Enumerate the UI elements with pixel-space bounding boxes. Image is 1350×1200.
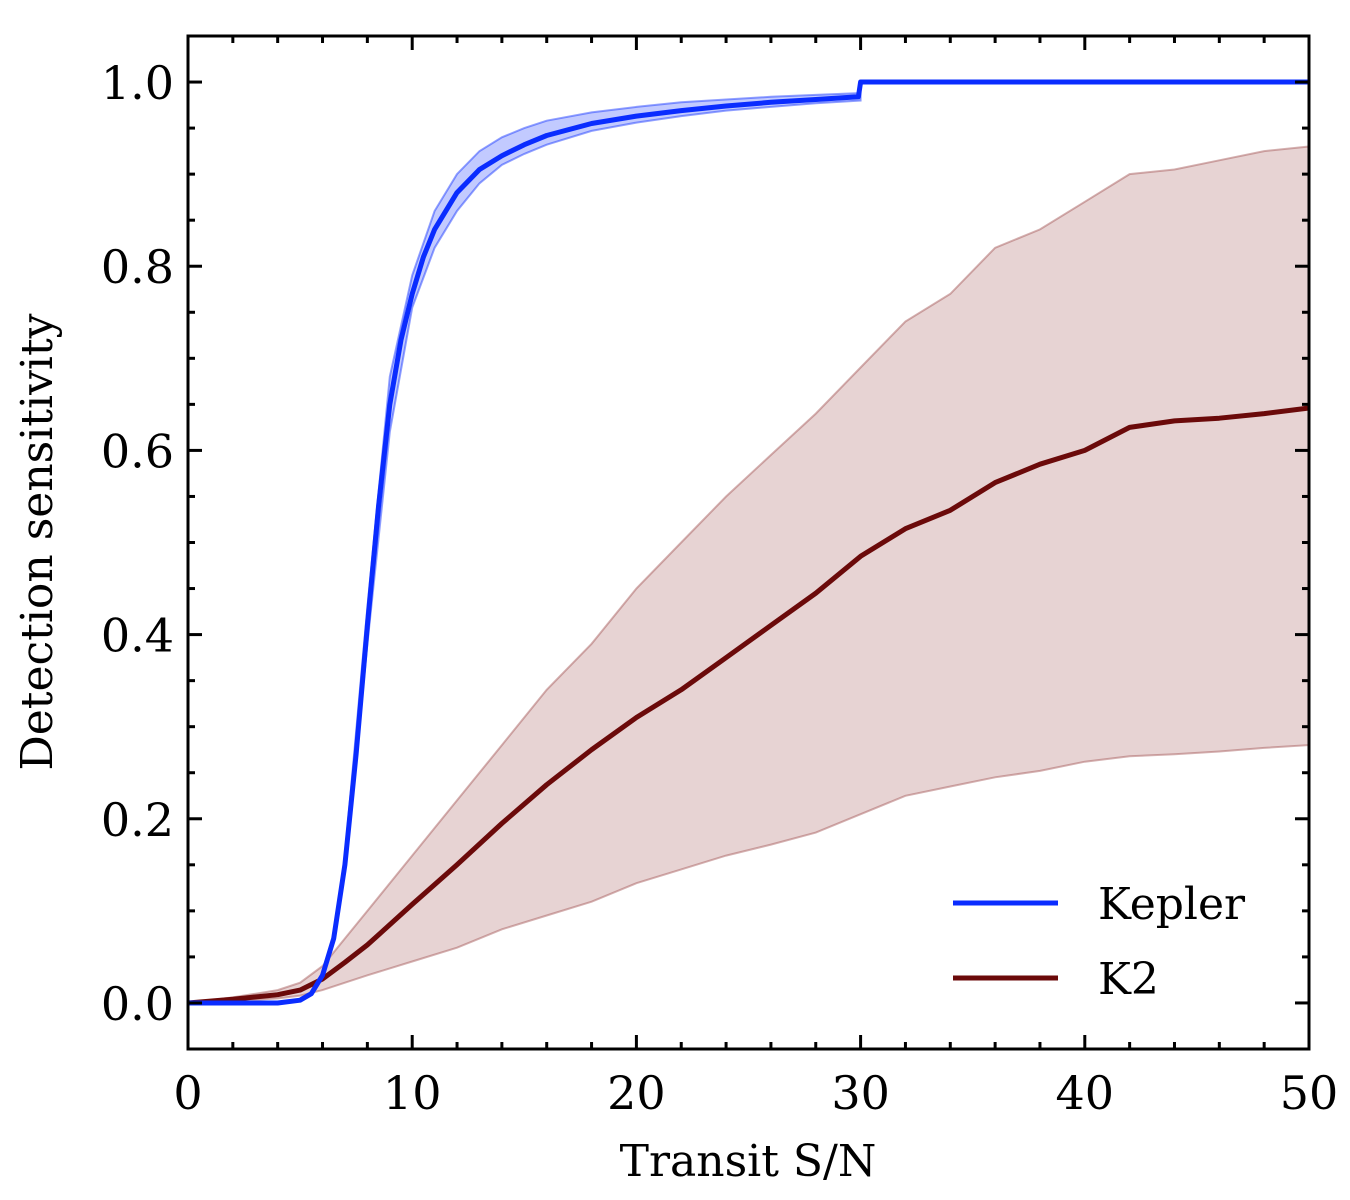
y-tick-label: 0.0 (101, 977, 174, 1031)
x-tick-label: 20 (607, 1066, 666, 1120)
y-tick-label: 1.0 (101, 56, 174, 110)
y-tick-label: 0.6 (101, 424, 174, 478)
tick-labels: 0 10 20 30 40 50 0.0 0.2 0.4 0.6 0.8 1.0 (101, 56, 1338, 1120)
y-axis-label: Detection sensitivity (12, 313, 63, 770)
legend-label-k2: K2 (1098, 954, 1159, 1005)
confidence-bands (187, 92, 1310, 1004)
series-line-kepler (188, 79, 1309, 1006)
legend: Kepler K2 (953, 879, 1246, 1005)
x-tick-label: 50 (1280, 1066, 1339, 1120)
band-kepler (343, 92, 862, 875)
series-line-k2 (187, 405, 1310, 1006)
x-tick-label: 30 (831, 1066, 890, 1120)
y-tick-label: 0.2 (101, 793, 174, 847)
x-tick-label: 40 (1056, 1066, 1115, 1120)
x-axis-label: Transit S/N (620, 1136, 877, 1187)
legend-label-kepler: Kepler (1098, 879, 1246, 930)
band-k2 (187, 145, 1310, 1004)
series-lines (187, 79, 1310, 1006)
x-tick-label: 10 (383, 1066, 442, 1120)
x-tick-label: 0 (173, 1066, 202, 1120)
plot-frame (186, 34, 1311, 1051)
y-tick-label: 0.8 (101, 240, 174, 294)
y-tick-label: 0.4 (101, 609, 174, 663)
